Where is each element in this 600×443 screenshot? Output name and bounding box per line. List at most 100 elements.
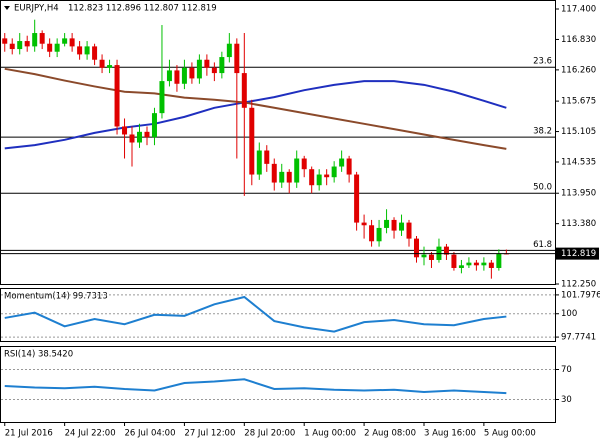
candle-body	[443, 246, 449, 255]
candle-body	[62, 38, 68, 44]
candle-body	[421, 254, 427, 258]
candle-body	[271, 163, 277, 183]
fib-label: 50.0	[533, 183, 552, 193]
menu-icon	[4, 6, 10, 10]
candle-body	[114, 65, 120, 127]
candle-body	[249, 107, 255, 175]
candle-body	[316, 174, 322, 186]
current-price-label: 112.819	[561, 249, 596, 259]
x-tick-label: 21 Jul 2016	[5, 429, 53, 439]
candle-body	[384, 219, 390, 228]
candle-body	[137, 131, 142, 143]
momentum-frame	[0, 288, 556, 342]
candle-body	[241, 73, 247, 108]
y-tick-label: 101.7976	[561, 290, 600, 300]
y-tick-label: 113.950	[561, 189, 596, 199]
candle-body	[279, 171, 285, 183]
fib-label: 38.2	[533, 127, 552, 137]
candle-body	[339, 158, 345, 167]
x-tick-label: 27 Jul 12:00	[184, 429, 235, 439]
candle-body	[204, 59, 210, 68]
candle-body	[17, 41, 23, 50]
candle-body	[346, 158, 352, 175]
candle-body	[234, 43, 240, 74]
candle-body	[428, 254, 434, 260]
candle-body	[122, 126, 128, 135]
candle-body	[9, 43, 15, 50]
candle-body	[331, 166, 337, 178]
candle-body	[54, 43, 60, 52]
y-tick-label: 116.260	[561, 65, 596, 75]
y-tick-label: 117.400	[561, 5, 596, 15]
rsi-title: RSI(14) 38.5420	[4, 350, 73, 360]
candle-body	[473, 262, 479, 266]
candle-body	[189, 67, 195, 79]
candle-body	[286, 171, 292, 183]
candle-body	[466, 262, 472, 266]
candle-body	[144, 131, 150, 138]
ohlc: 112.823 112.896 112.807 112.819	[68, 4, 217, 14]
candle-body	[39, 33, 45, 44]
x-tick-label: 5 Aug 00:00	[484, 429, 536, 439]
indicator-line	[4, 67, 507, 150]
candle-body	[301, 158, 307, 170]
candle-body	[32, 33, 38, 47]
candle-body	[92, 46, 98, 60]
candle-body	[481, 262, 487, 266]
candle-body	[2, 38, 8, 44]
candle-body	[294, 158, 300, 183]
candle-body	[24, 41, 30, 47]
indicator-line	[4, 80, 507, 150]
indicator-line	[4, 295, 507, 333]
candle-body	[256, 150, 262, 175]
candle-body	[488, 262, 494, 268]
y-tick-label: 30	[561, 395, 572, 405]
candle-body	[166, 70, 172, 82]
candle-body	[354, 174, 360, 223]
x-tick-label: 24 Jul 22:00	[65, 429, 116, 439]
fib-label: 23.6	[533, 57, 552, 67]
candle-body	[496, 253, 502, 268]
y-tick-label: 100	[561, 309, 577, 319]
candle-body	[451, 254, 457, 268]
candle-body	[211, 67, 217, 74]
candle-body	[99, 59, 105, 68]
fib-label: 61.8	[533, 240, 552, 250]
candle-body	[159, 81, 165, 114]
x-tick-label: 28 Jul 20:00	[244, 429, 295, 439]
x-tick-label: 3 Aug 16:00	[424, 429, 476, 439]
y-tick-label: 116.830	[561, 35, 596, 45]
x-tick-label: 1 Aug 00:00	[304, 429, 356, 439]
candle-body	[107, 65, 113, 68]
candle-body	[376, 227, 382, 242]
candle-body	[226, 43, 232, 58]
candle-body	[406, 222, 412, 239]
y-tick-label: 114.535	[561, 157, 596, 167]
y-tick-label: 113.380	[561, 219, 596, 229]
candle-body	[77, 46, 83, 55]
y-tick-label: 115.675	[561, 97, 596, 107]
y-tick-label: 112.250	[561, 280, 596, 290]
candle-body	[196, 59, 202, 79]
indicator-line	[4, 378, 507, 395]
candle-body	[324, 174, 330, 178]
candle-body	[414, 238, 419, 258]
candle-body	[84, 46, 90, 55]
candle-body	[361, 222, 367, 226]
candle-body	[369, 225, 375, 242]
candle-body	[151, 113, 157, 138]
y-tick-label: 115.105	[561, 127, 596, 137]
x-tick-label: 2 Aug 08:00	[364, 429, 416, 439]
candle-body	[129, 134, 135, 143]
current-price-box	[555, 247, 599, 260]
main-frame	[0, 0, 556, 285]
candle-body	[399, 222, 405, 231]
candle-body	[264, 150, 270, 164]
candle-body	[69, 38, 75, 47]
symbol: EURJPY,H4	[14, 4, 59, 14]
candle-body	[219, 57, 225, 74]
candle-body	[181, 67, 187, 84]
x-tick-label: 26 Jul 04:00	[125, 429, 176, 439]
y-tick-label: 70	[561, 365, 572, 375]
